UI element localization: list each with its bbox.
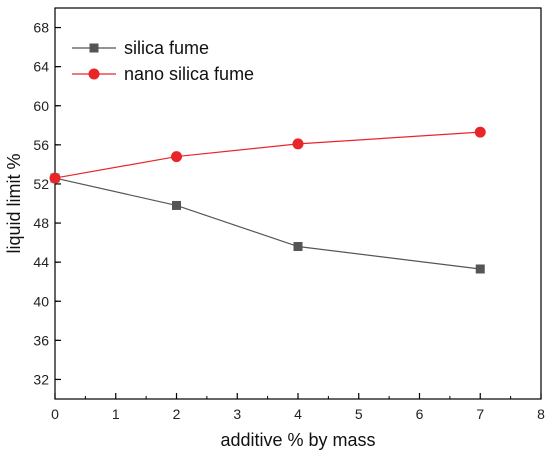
y-tick-label: 52	[33, 176, 49, 192]
series-1	[49, 126, 486, 184]
x-tick-label: 6	[416, 406, 424, 422]
data-point	[292, 138, 304, 150]
x-tick-label: 8	[537, 406, 545, 422]
x-axis-ticks: 0 1 2 3 4 5 6 7 8	[51, 393, 545, 422]
y-tick-label: 44	[33, 254, 49, 270]
x-axis-label: additive % by mass	[220, 430, 375, 450]
data-point	[475, 264, 485, 274]
legend-item: silica fume	[72, 38, 209, 58]
series-0	[50, 173, 485, 274]
y-tick-label: 60	[33, 98, 49, 114]
x-tick-label: 2	[173, 406, 181, 422]
x-tick-label: 5	[355, 406, 363, 422]
x-tick-label: 1	[112, 406, 120, 422]
data-point	[49, 172, 61, 184]
data-point	[171, 151, 182, 163]
y-tick-label: 56	[33, 137, 49, 153]
legend-marker	[88, 68, 100, 80]
series-line	[54, 131, 481, 179]
legend-label: silica fume	[124, 38, 209, 58]
y-tick-label: 64	[33, 59, 49, 75]
legend-item: nano silica fume	[72, 64, 254, 84]
y-axis-label: liquid limit %	[4, 153, 24, 253]
x-tick-label: 7	[476, 406, 484, 422]
y-tick-label: 32	[33, 371, 49, 387]
x-tick-label: 0	[51, 406, 59, 422]
x-tick-label: 4	[294, 406, 302, 422]
data-point	[172, 200, 181, 210]
x-tick-label: 3	[233, 406, 241, 422]
data-point	[474, 126, 486, 138]
legend: silica fume nano silica fume	[72, 38, 254, 84]
series-line	[54, 177, 481, 270]
y-tick-label: 40	[33, 293, 49, 309]
legend-label: nano silica fume	[124, 64, 254, 84]
y-tick-label: 36	[33, 332, 49, 348]
y-tick-label: 48	[33, 215, 49, 231]
data-point	[293, 242, 303, 252]
legend-marker	[89, 43, 99, 53]
y-tick-label: 68	[33, 20, 49, 36]
y-axis-ticks: 32 36 40 44 48 52 56 60 64 68	[33, 20, 61, 387]
series-layer	[49, 126, 486, 274]
